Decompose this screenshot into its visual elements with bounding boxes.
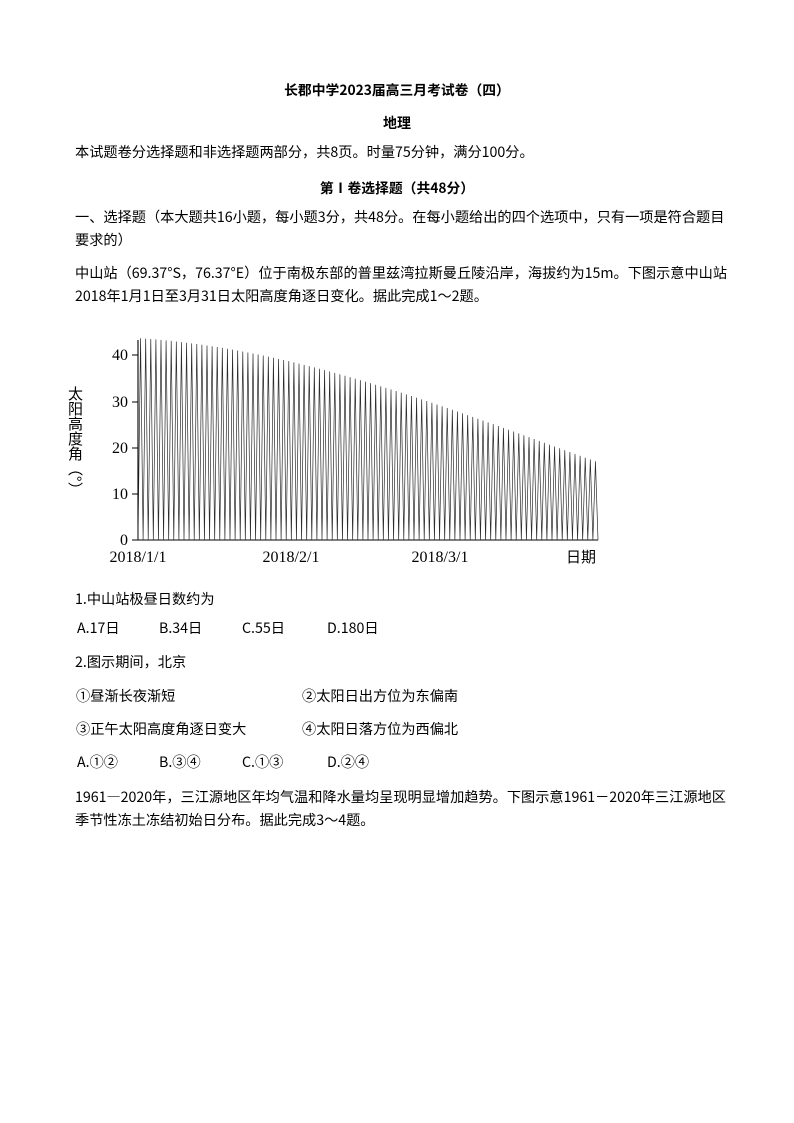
svg-text:40: 40 [112,347,128,364]
svg-text:2018/3/1: 2018/3/1 [412,549,469,566]
svg-text:10: 10 [112,486,128,503]
svg-text:0: 0 [120,532,128,549]
svg-text:日期: 日期 [566,546,596,567]
svg-text:20: 20 [112,440,128,457]
svg-text:2018/2/1: 2018/2/1 [263,549,320,566]
svg-text:2018/1/1: 2018/1/1 [110,549,167,566]
svg-text:30: 30 [112,394,128,411]
